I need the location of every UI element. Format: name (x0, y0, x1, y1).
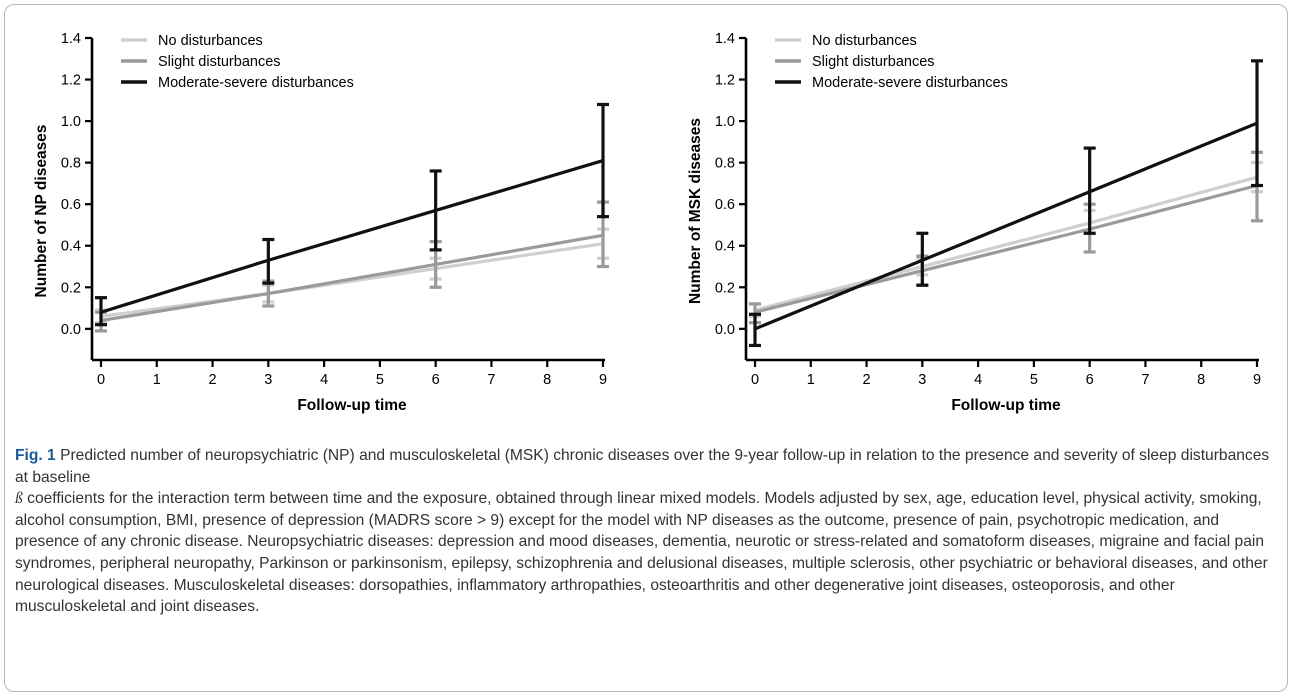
legend-label: Moderate-severe disturbances (812, 75, 1008, 91)
caption-title-paragraph: Fig. 1 Predicted number of neuropsychiat… (15, 445, 1277, 488)
y-tick-label: 1.2 (61, 73, 81, 89)
series-line (754, 183, 1258, 314)
caption-title: Predicted number of neuropsychiatric (NP… (15, 447, 1270, 486)
data-point (1088, 190, 1092, 194)
y-tick-label: 0.8 (715, 156, 735, 172)
x-tick-label: 9 (1253, 372, 1261, 388)
y-tick-label: 0.4 (715, 239, 735, 255)
y-tick-label: 0.2 (61, 280, 81, 296)
data-point (920, 258, 924, 262)
y-axis-title: Number of NP diseases (33, 125, 50, 298)
y-tick-label: 1.0 (715, 114, 735, 130)
caption-body-paragraph: ß coefficients for the interaction term … (15, 488, 1277, 618)
data-point (434, 262, 438, 267)
y-tick-label: 1.4 (715, 31, 735, 47)
y-tick-label: 0.4 (61, 239, 81, 255)
x-tick-label: 6 (1086, 372, 1094, 388)
y-tick-label: 0.2 (715, 280, 735, 296)
x-tick-label: 3 (264, 372, 272, 388)
x-tick-label: 1 (153, 372, 161, 388)
series-line (100, 159, 604, 314)
series-line (754, 175, 1258, 312)
y-tick-label: 0.6 (61, 197, 81, 213)
y-tick-label: 0.6 (715, 197, 735, 213)
x-tick-label: 7 (487, 372, 495, 388)
x-tick-label: 5 (376, 372, 384, 388)
x-tick-label: 6 (432, 372, 440, 388)
np-diseases-chart: 0.0 0.2 0.4 0.6 0.8 1.0 1.2 1.4 0 1 2 3 4 5 6 7 8 9 Follow… (33, 31, 609, 414)
x-tick-label: 2 (863, 372, 871, 388)
x-tick-label: 2 (209, 372, 217, 388)
series-group (95, 200, 609, 333)
x-tick-label: 5 (1030, 372, 1038, 388)
figure-frame (4, 4, 1288, 692)
x-tick-label: 0 (97, 372, 105, 388)
y-tick-label: 0.0 (715, 322, 735, 338)
y-axis-title: Number of MSK diseases (687, 118, 704, 304)
data-point (753, 327, 757, 331)
x-axis-title: Follow-up time (951, 397, 1061, 414)
figure-label: Fig. 1 (15, 447, 56, 464)
series-group (95, 102, 609, 327)
caption-body: coefficients for the interaction term be… (15, 490, 1268, 616)
x-tick-label: 8 (1197, 372, 1205, 388)
series-group (749, 150, 1263, 325)
legend-label: No disturbances (158, 33, 263, 49)
y-tick-label: 1.4 (61, 31, 81, 47)
y-tick-label: 0.0 (61, 322, 81, 338)
y-tick-label: 1.0 (61, 114, 81, 130)
x-tick-label: 9 (599, 372, 607, 388)
legend-label: No disturbances (812, 33, 917, 49)
x-tick-label: 3 (918, 372, 926, 388)
beta-symbol: ß (15, 490, 23, 508)
data-point (266, 291, 270, 296)
data-point (601, 233, 605, 237)
legend-label: Slight disturbances (812, 54, 935, 70)
series-line (100, 242, 604, 318)
msk-diseases-chart: 0.0 0.2 0.4 0.6 0.8 1.0 1.2 1.4 0 1 2 3 4 5 6 7 8 9 Follow… (687, 31, 1263, 414)
x-tick-label: 0 (751, 372, 759, 388)
data-point (601, 158, 605, 163)
y-tick-label: 1.2 (715, 73, 735, 89)
data-point (99, 310, 103, 314)
x-tick-label: 8 (543, 372, 551, 388)
data-point (266, 258, 270, 262)
figure-caption: Fig. 1 Predicted number of neuropsychiat… (15, 445, 1277, 618)
x-tick-label: 4 (320, 372, 328, 388)
y-tick-label: 0.8 (61, 156, 81, 172)
legend-label: Slight disturbances (158, 54, 281, 70)
series-line (754, 121, 1258, 331)
x-axis-title: Follow-up time (297, 397, 407, 414)
data-point (1255, 121, 1259, 125)
data-point (434, 208, 438, 213)
x-tick-label: 7 (1141, 372, 1149, 388)
legend-label: Moderate-severe disturbances (158, 75, 354, 91)
x-tick-label: 1 (807, 372, 815, 388)
series-line (100, 233, 604, 323)
x-tick-label: 4 (974, 372, 982, 388)
series-group (749, 59, 1263, 348)
